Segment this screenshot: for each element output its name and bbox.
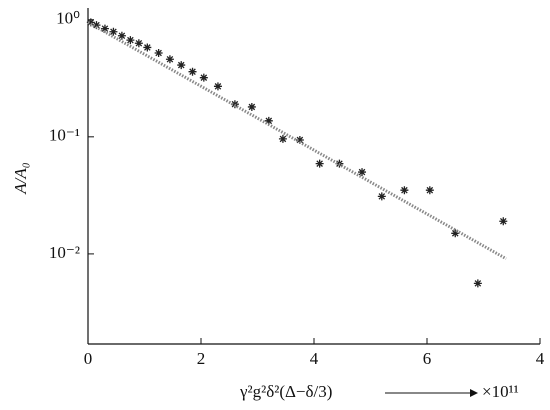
data-point bbox=[165, 55, 174, 64]
data-point bbox=[425, 186, 434, 195]
data-point bbox=[400, 186, 409, 195]
data-point bbox=[86, 18, 95, 27]
data-point bbox=[100, 24, 109, 33]
x-tick-label: 4 bbox=[310, 349, 319, 368]
data-point bbox=[126, 36, 135, 45]
x-axis-label: γ²g²δ²(Δ−δ/3) bbox=[239, 382, 332, 401]
data-point bbox=[177, 61, 186, 70]
data-point bbox=[315, 159, 324, 168]
y-tick-label: 10⁰ bbox=[56, 9, 80, 28]
data-point bbox=[117, 31, 126, 40]
data-point bbox=[199, 73, 208, 82]
data-point bbox=[358, 168, 367, 177]
data-point bbox=[278, 134, 287, 143]
x-tick-label: 2 bbox=[197, 349, 206, 368]
annotation: ×10¹¹ bbox=[482, 382, 519, 401]
data-point bbox=[451, 229, 460, 238]
y-tick-label: 10⁻¹ bbox=[49, 126, 80, 145]
data-point bbox=[377, 192, 386, 201]
y-axis-label: A/A₀ bbox=[11, 162, 30, 194]
data-point bbox=[473, 279, 482, 288]
data-point bbox=[92, 21, 101, 30]
x-tick-label: 6 bbox=[423, 349, 432, 368]
data-point bbox=[143, 43, 152, 52]
fit-line bbox=[87, 21, 507, 261]
x-tick-label: 4 bbox=[536, 349, 545, 368]
data-point bbox=[109, 27, 118, 36]
data-point bbox=[188, 67, 197, 76]
data-point bbox=[264, 116, 273, 125]
data-point bbox=[295, 135, 304, 144]
y-tick-label: 10⁻² bbox=[49, 243, 80, 262]
data-point bbox=[213, 82, 222, 91]
x-tick-label: 0 bbox=[84, 349, 93, 368]
data-point bbox=[154, 49, 163, 58]
data-point bbox=[247, 102, 256, 111]
data-point bbox=[134, 39, 143, 48]
data-point bbox=[499, 217, 508, 226]
arrow-head bbox=[470, 389, 478, 397]
